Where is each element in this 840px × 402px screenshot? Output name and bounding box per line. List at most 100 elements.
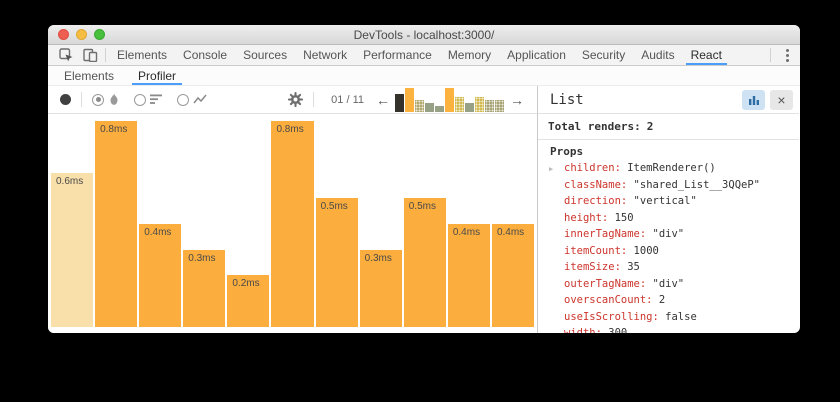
mini-commit-bar[interactable] <box>465 102 474 112</box>
prop-row-direction: direction: "vertical" <box>538 193 799 210</box>
mini-commit-bar[interactable] <box>445 87 454 112</box>
bar-duration-label: 0.2ms <box>232 278 260 289</box>
prop-value: 150 <box>614 211 634 224</box>
commit-bar[interactable]: 0.3ms <box>183 250 226 327</box>
flamegraph-toggle[interactable] <box>92 93 120 106</box>
props-section: Props ▶ children: ItemRenderer() className… <box>538 140 799 333</box>
prop-value: 35 <box>627 261 640 273</box>
expand-arrow-icon[interactable]: ▶ <box>549 165 554 173</box>
traffic-lights <box>58 25 105 44</box>
tab-sources[interactable]: Sources <box>243 48 288 62</box>
prop-key: outerTagName: <box>564 277 653 290</box>
mini-commit-bar-selected[interactable] <box>395 93 404 112</box>
device-toolbar-icon[interactable] <box>78 45 102 65</box>
mini-commit-bar[interactable] <box>435 105 444 112</box>
commit-bar[interactable]: 0.4ms <box>139 224 182 327</box>
prop-key: itemSize: <box>564 261 628 273</box>
zoom-window-button[interactable] <box>94 29 105 40</box>
tab-console[interactable]: Console <box>183 48 228 62</box>
titlebar: DevTools - localhost:3000/ <box>48 25 800 45</box>
tab-elements[interactable]: Elements <box>117 48 168 62</box>
commit-bar[interactable]: 0.4ms <box>491 224 535 327</box>
commit-navigator: 01 / 11 ← → <box>288 87 529 112</box>
prop-row-width: width: 300 <box>538 325 799 333</box>
commit-bar[interactable]: 0.4ms <box>447 224 490 327</box>
view-renders-chart-button[interactable] <box>742 89 765 110</box>
prop-row-overscanCount: overscanCount: 2 <box>538 292 799 309</box>
prev-commit-icon[interactable]: ← <box>376 91 390 108</box>
tab-audits[interactable]: Audits <box>641 48 675 62</box>
prop-key: itemCount: <box>564 244 634 257</box>
bar-duration-label: 0.4ms <box>496 227 525 238</box>
toolbar-separator <box>770 48 771 62</box>
prop-key: children: <box>564 162 628 174</box>
prop-key: className: <box>564 178 634 191</box>
commit-bar[interactable]: 0.5ms <box>315 198 358 327</box>
settings-gear-icon[interactable] <box>288 92 304 107</box>
commit-bar[interactable]: 0.2ms <box>227 275 270 327</box>
total-renders-row: Total renders: 2 <box>538 114 799 140</box>
mini-commit-bar[interactable] <box>495 99 504 112</box>
record-icon[interactable] <box>60 94 71 105</box>
prop-row-itemSize: itemSize: 35 <box>538 259 799 276</box>
commit-bar[interactable]: 0.8ms <box>271 121 314 327</box>
ranked-chart-toggle[interactable] <box>134 93 163 106</box>
subtab-profiler[interactable]: Profiler <box>126 66 188 85</box>
prop-row-useIsScrolling: useIsScrolling: false <box>538 309 799 326</box>
prop-key: direction: <box>564 195 634 207</box>
close-window-button[interactable] <box>58 29 69 40</box>
tab-react[interactable]: React <box>683 45 730 65</box>
radio-icon <box>134 93 146 106</box>
window-title: DevTools - localhost:3000/ <box>353 27 495 42</box>
prop-row-outerTagName: outerTagName: "div" <box>538 276 799 293</box>
total-renders-label: Total renders: <box>548 120 641 133</box>
mini-commit-bar[interactable] <box>415 99 424 112</box>
commit-bar[interactable]: 0.5ms <box>403 198 446 327</box>
tab-memory[interactable]: Memory <box>447 48 492 62</box>
tab-application[interactable]: Application <box>507 48 566 62</box>
prop-row-children[interactable]: ▶ children: ItemRenderer() <box>538 160 799 177</box>
bar-chart-icon <box>748 95 759 105</box>
prop-value: "shared_List__3QQeP" <box>633 178 760 191</box>
minimize-window-button[interactable] <box>76 29 87 40</box>
commit-counter: 01 / 11 <box>331 93 364 106</box>
tab-performance[interactable]: Performance <box>363 48 432 62</box>
main-tab-list: Elements Console Sources Network Performance… <box>109 45 730 65</box>
bar-duration-label: 0.5ms <box>408 201 436 212</box>
mini-commit-bar[interactable] <box>405 87 414 112</box>
prop-key: overscanCount: <box>564 294 659 306</box>
radio-icon <box>177 93 189 106</box>
commit-bar[interactable]: 0.6ms <box>51 173 94 327</box>
commit-bar[interactable]: 0.8ms <box>95 121 138 327</box>
tab-network[interactable]: Network <box>303 48 348 62</box>
commit-minichart[interactable] <box>395 87 505 112</box>
bar-duration-label: 0.4ms <box>452 227 481 238</box>
interactions-zigzag-icon <box>193 94 207 104</box>
toolbar-separator <box>313 92 315 107</box>
inspect-element-icon[interactable] <box>54 45 78 65</box>
mini-commit-bar[interactable] <box>475 96 484 112</box>
close-icon[interactable]: × <box>770 89 793 110</box>
bar-duration-label: 0.4ms <box>144 227 172 238</box>
prop-value: "div" <box>652 277 685 290</box>
bar-duration-label: 0.8ms <box>100 124 128 135</box>
subtab-elements[interactable]: Elements <box>64 68 115 83</box>
flame-icon <box>110 93 118 105</box>
commit-bar[interactable]: 0.3ms <box>359 250 402 327</box>
more-menu-icon[interactable] <box>774 45 800 65</box>
commit-duration-chart: 0.6ms 0.8ms 0.4ms 0.3ms 0.2ms 0.8ms 0.5ms 0.3ms… <box>48 114 537 333</box>
total-renders-value: 2 <box>646 120 654 133</box>
toolbar-separator <box>105 48 106 62</box>
next-commit-icon[interactable]: → <box>510 91 524 108</box>
tab-security[interactable]: Security <box>581 48 626 62</box>
prop-value: false <box>665 310 697 323</box>
interactions-toggle[interactable] <box>177 93 207 106</box>
profiler-pane: 01 / 11 ← → 0.6ms 0.8ms 0.4ms 0.3ms 0.2ms 0.8… <box>48 86 537 333</box>
prop-key: height: <box>564 211 615 224</box>
bar-duration-label: 0.3ms <box>364 253 392 264</box>
radio-selected-icon <box>92 93 104 106</box>
mini-commit-bar[interactable] <box>485 99 494 112</box>
mini-commit-bar[interactable] <box>455 96 464 112</box>
bar-duration-label: 0.3ms <box>188 253 216 264</box>
mini-commit-bar[interactable] <box>425 102 434 112</box>
